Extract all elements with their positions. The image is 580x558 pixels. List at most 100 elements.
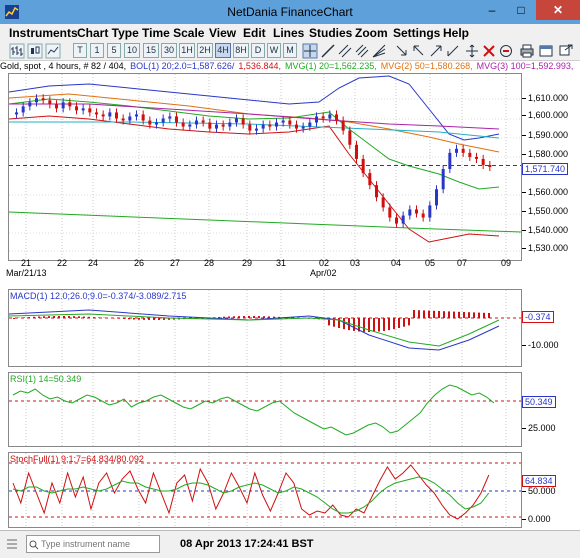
macd-histogram-bar [153,318,155,320]
price-chart-panel[interactable] [8,73,522,261]
delete-icon[interactable] [481,43,497,59]
macd-histogram-bar [238,316,240,318]
menu-chart-type[interactable]: Chart Type [77,26,139,40]
macd-histogram-bar [443,311,445,318]
arrow-tool-2-icon[interactable] [411,43,427,59]
bar-chart-icon[interactable] [9,43,25,59]
line-chart-icon[interactable] [45,43,61,59]
candle-body [221,124,225,127]
price-chart[interactable] [8,74,522,260]
rsi-tick: 25.000 [522,423,556,433]
interval-1m[interactable]: 1 [90,43,104,58]
menu-instruments[interactable]: Instruments [9,26,78,40]
menu-view[interactable]: View [209,26,237,40]
candle-body [121,118,125,121]
candle-body [68,102,72,107]
menu-settings[interactable]: Settings [393,26,441,40]
menu-zoom[interactable]: Zoom [355,26,388,40]
macd-histogram-bar [398,318,400,328]
interval-month[interactable]: M [283,43,297,58]
macd-histogram-bar [488,313,490,318]
stochastic-value-badge: 64.834 [522,475,556,487]
window-icon[interactable] [538,43,554,59]
interval-day[interactable]: D [251,43,265,58]
macd-histogram-bar [173,318,175,320]
arrow-tool-icon[interactable] [394,43,410,59]
date-tick-label: 03 [350,258,361,268]
menu-lines[interactable]: Lines [273,26,305,40]
macd-histogram-bar [98,317,100,318]
interval-30m[interactable]: 30 [161,43,177,58]
macd-histogram-bar [28,317,30,318]
mvg50-line [8,93,500,153]
status-datetime: 08 Apr 2013 17:24:41 BST [180,538,314,550]
rsi-value-badge: 50.349 [522,396,556,408]
candle-body [481,158,485,165]
minimize-button[interactable]: – [488,3,496,17]
toolbar: T 1 5 10 15 30 1H 2H 4H 8H D W M [0,42,580,61]
macd-histogram-bar [43,316,45,318]
candle-body [188,124,192,127]
parallel-lines-icon[interactable] [337,43,353,59]
rsi-chart[interactable] [9,373,521,446]
current-price-badge: 1,571.740 [522,163,569,175]
macd-histogram-bar [403,318,405,327]
stochastic-tick: 0.000 [522,514,551,524]
interval-15m[interactable]: 15 [143,43,159,58]
candle-body [488,164,492,167]
menu-studies[interactable]: Studies [309,26,353,40]
candle-body [415,209,418,214]
close-button[interactable]: ✕ [536,0,580,20]
macd-histogram-bar [268,316,270,318]
macd-panel[interactable] [8,289,522,367]
date-tick-label: 26 [134,258,145,268]
draw-line-icon[interactable] [320,43,336,59]
candle-body [268,124,272,127]
macd-chart[interactable] [8,290,521,366]
rsi-panel[interactable] [8,372,522,447]
crosshair-icon[interactable] [302,43,318,59]
candle-body [48,100,52,105]
macd-histogram-bar [258,316,260,318]
window-title: NetDania FinanceChart [227,5,353,19]
interval-tick[interactable]: T [73,43,87,58]
interval-2h[interactable]: 2H [197,43,213,58]
menu-help[interactable]: Help [443,26,470,40]
print-icon[interactable] [519,43,535,59]
interval-10m[interactable]: 10 [124,43,140,58]
instrument-search[interactable] [26,535,160,553]
macd-histogram-bar [418,310,420,318]
macd-histogram-bar [343,318,345,330]
candle-chart-icon[interactable] [27,43,43,59]
date-tick-label: 04 [391,258,402,268]
macd-histogram-bar [473,312,475,318]
stochastic-panel[interactable] [8,452,522,528]
candle-body [281,120,285,123]
fan-lines-icon[interactable] [371,43,387,59]
macd-histogram-bar [333,318,335,327]
zoom-out-icon[interactable] [498,43,514,59]
maximize-button[interactable]: □ [517,3,525,17]
fibonacci-icon[interactable] [445,43,461,59]
interval-5m[interactable]: 5 [107,43,121,58]
mvg20-line [8,98,500,190]
candle-body [441,169,445,190]
channel-lines-icon[interactable] [354,43,370,59]
interval-1h[interactable]: 1H [179,43,195,58]
macd-histogram-bar [38,316,40,318]
move-icon[interactable] [464,43,480,59]
macd-axis: -10.000 [522,289,572,367]
interval-8h[interactable]: 8H [233,43,249,58]
menu-edit[interactable]: Edit [243,26,266,40]
arrow-tool-3-icon[interactable] [428,43,444,59]
macd-histogram-bar [363,318,365,332]
stochastic-chart[interactable] [9,453,521,527]
candle-body [401,215,405,224]
title-bar: NetDania FinanceChart – □ ✕ [0,0,580,24]
macd-histogram-bar [433,310,435,318]
interval-4h[interactable]: 4H [215,43,231,58]
popout-icon[interactable] [558,43,574,59]
instrument-search-input[interactable] [27,536,159,552]
menu-time-scale[interactable]: Time Scale [142,26,205,40]
interval-week[interactable]: W [267,43,281,58]
